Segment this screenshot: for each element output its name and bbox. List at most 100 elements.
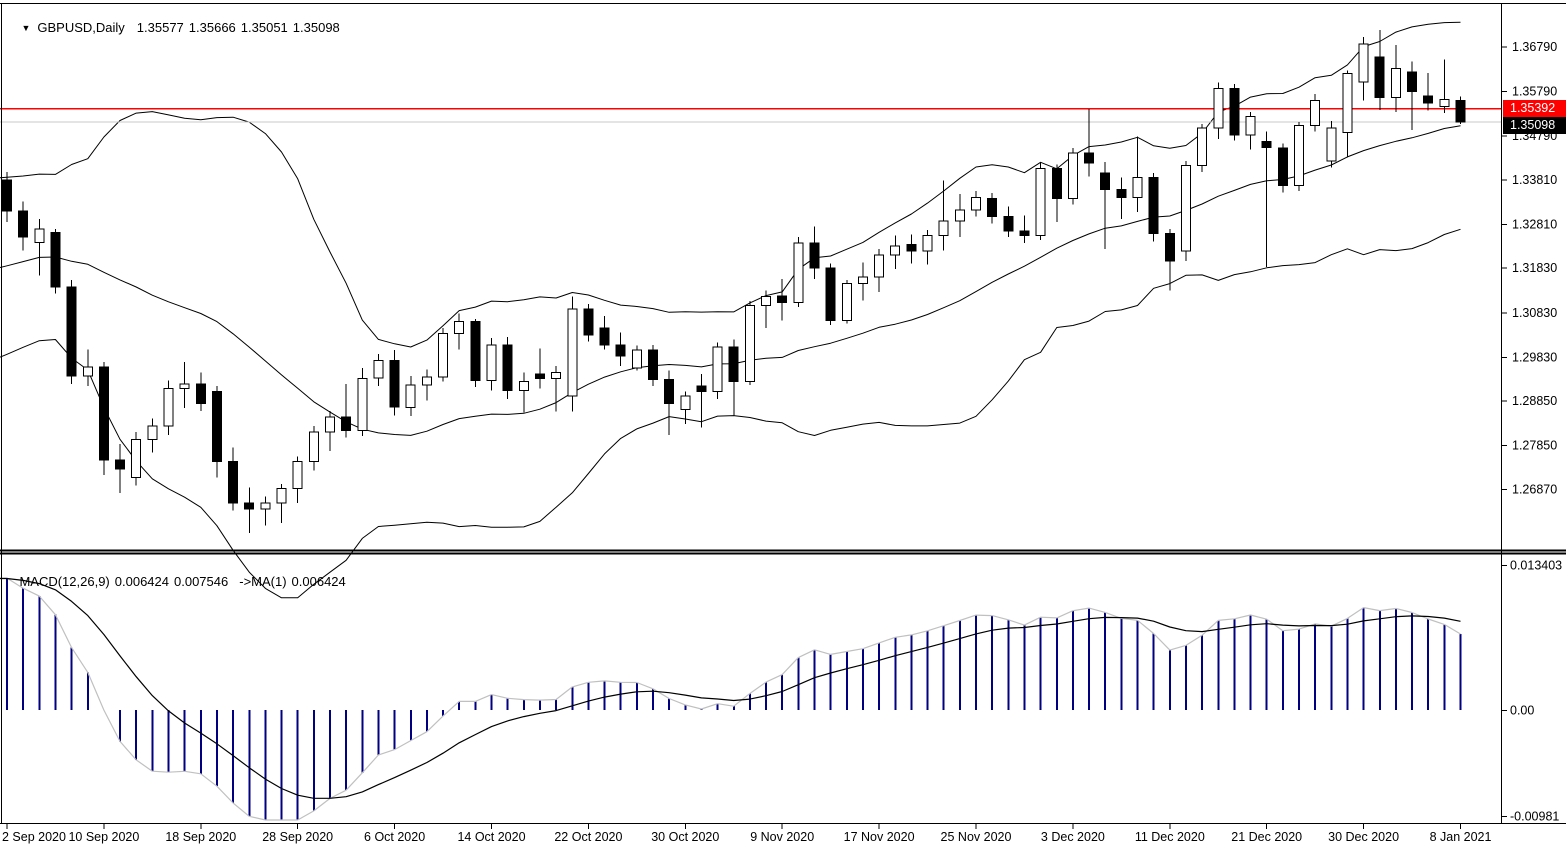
candle	[1407, 61, 1417, 130]
date-tick-label: 18 Sep 2020	[165, 830, 236, 844]
candle	[34, 219, 45, 276]
candle	[712, 342, 723, 400]
candle	[922, 229, 933, 265]
candle	[454, 313, 465, 350]
alert-price-badge: 1.35392	[1503, 100, 1566, 117]
candle	[954, 194, 965, 237]
date-tick-label: 11 Dec 2020	[1135, 830, 1205, 844]
date-tick-label: 28 Sep 2020	[262, 830, 333, 844]
candle	[228, 447, 239, 511]
last-price-badge: 1.35098	[1503, 117, 1566, 134]
price-tick-label: 1.29830	[1512, 350, 1557, 364]
candle	[793, 236, 804, 307]
macd-tick-label: 0.013403	[1510, 559, 1562, 573]
date-tick-label: 30 Oct 2020	[651, 830, 719, 844]
macd-indicator-header: MACD(12,26,9) 0.006424 0.007546 ->MA(1) 0.00…	[5, 559, 351, 604]
candle	[115, 443, 125, 493]
candle	[1116, 177, 1127, 220]
candle	[841, 280, 852, 324]
macd-tick-label: 0.00	[1510, 704, 1534, 718]
candle	[1310, 94, 1321, 132]
candle	[1358, 37, 1369, 101]
date-tick-label: 14 Oct 2020	[457, 830, 525, 844]
symbol-dropdown-icon[interactable]: ▼	[21, 23, 31, 33]
candle	[438, 327, 448, 382]
candle	[470, 319, 481, 388]
candle	[1374, 30, 1385, 110]
candle	[615, 332, 626, 367]
candle	[18, 201, 29, 251]
price-axis-area[interactable]	[1501, 3, 1566, 823]
candle	[1051, 164, 1062, 223]
candle	[341, 384, 352, 438]
candle	[325, 410, 335, 451]
candle	[1019, 215, 1030, 244]
macd-tick-label: -0.00981	[1510, 809, 1559, 823]
candle	[1261, 131, 1272, 267]
quote-open: 1.35577	[136, 20, 184, 35]
candle	[276, 484, 287, 524]
candle	[292, 456, 303, 504]
candle	[1180, 161, 1191, 261]
candle	[890, 235, 901, 269]
candle	[1326, 121, 1337, 168]
date-tick-label: 30 Dec 2020	[1328, 830, 1399, 844]
candle	[1439, 59, 1450, 113]
candle	[1132, 136, 1143, 212]
candle	[1342, 70, 1353, 158]
main-chart-surface[interactable]	[2, 3, 1501, 550]
candle	[567, 296, 578, 412]
candle	[987, 193, 998, 224]
candle	[583, 303, 594, 342]
time-axis-area[interactable]	[0, 823, 1566, 850]
date-tick-label: 25 Nov 2020	[941, 830, 1012, 844]
date-tick-label: 8 Jan 2021	[1430, 830, 1492, 844]
macd-label: MACD(12,26,9)	[19, 574, 110, 589]
candle	[1423, 72, 1434, 111]
macd-ma-label: ->MA(1)	[239, 574, 287, 589]
date-tick-label: 22 Oct 2020	[554, 830, 622, 844]
price-tick-label: 1.31830	[1512, 261, 1557, 275]
candle	[1455, 96, 1466, 125]
candle	[1245, 112, 1256, 150]
candle	[906, 234, 917, 264]
candle	[680, 391, 691, 425]
price-tick-label: 1.26870	[1512, 482, 1557, 496]
price-tick-label: 1.30830	[1512, 306, 1557, 320]
candle	[1148, 173, 1159, 242]
quote-high: 1.35666	[188, 20, 236, 35]
candle	[1035, 162, 1046, 241]
candle	[631, 345, 642, 371]
candle	[664, 370, 675, 435]
price-tick-label: 1.36790	[1512, 40, 1557, 54]
candle	[761, 290, 771, 328]
candle	[599, 315, 610, 350]
candle	[244, 487, 255, 533]
candle	[971, 191, 981, 217]
candle	[98, 361, 109, 475]
candle	[486, 338, 497, 391]
candle	[357, 368, 368, 436]
candle	[551, 366, 562, 412]
macd-main-value: 0.006424	[114, 574, 169, 589]
macd-main-line	[0, 577, 1461, 821]
candle	[502, 336, 513, 400]
candle	[1100, 162, 1111, 249]
price-tick-label: 1.35790	[1512, 85, 1557, 99]
candle	[1084, 109, 1094, 177]
candle	[1197, 124, 1208, 172]
price-tick-label: 1.27850	[1512, 439, 1557, 453]
candle	[50, 228, 61, 294]
candle	[1229, 84, 1240, 141]
candle	[777, 278, 788, 321]
candle	[373, 353, 384, 386]
candle	[534, 348, 545, 389]
candle	[82, 349, 93, 386]
candle	[857, 262, 868, 301]
date-tick-label: 3 Dec 2020	[1041, 830, 1105, 844]
candle	[195, 372, 206, 411]
candle	[66, 280, 77, 385]
date-tick-label: 21 Dec 2020	[1231, 830, 1302, 844]
candle	[131, 431, 142, 486]
candle	[518, 372, 529, 413]
